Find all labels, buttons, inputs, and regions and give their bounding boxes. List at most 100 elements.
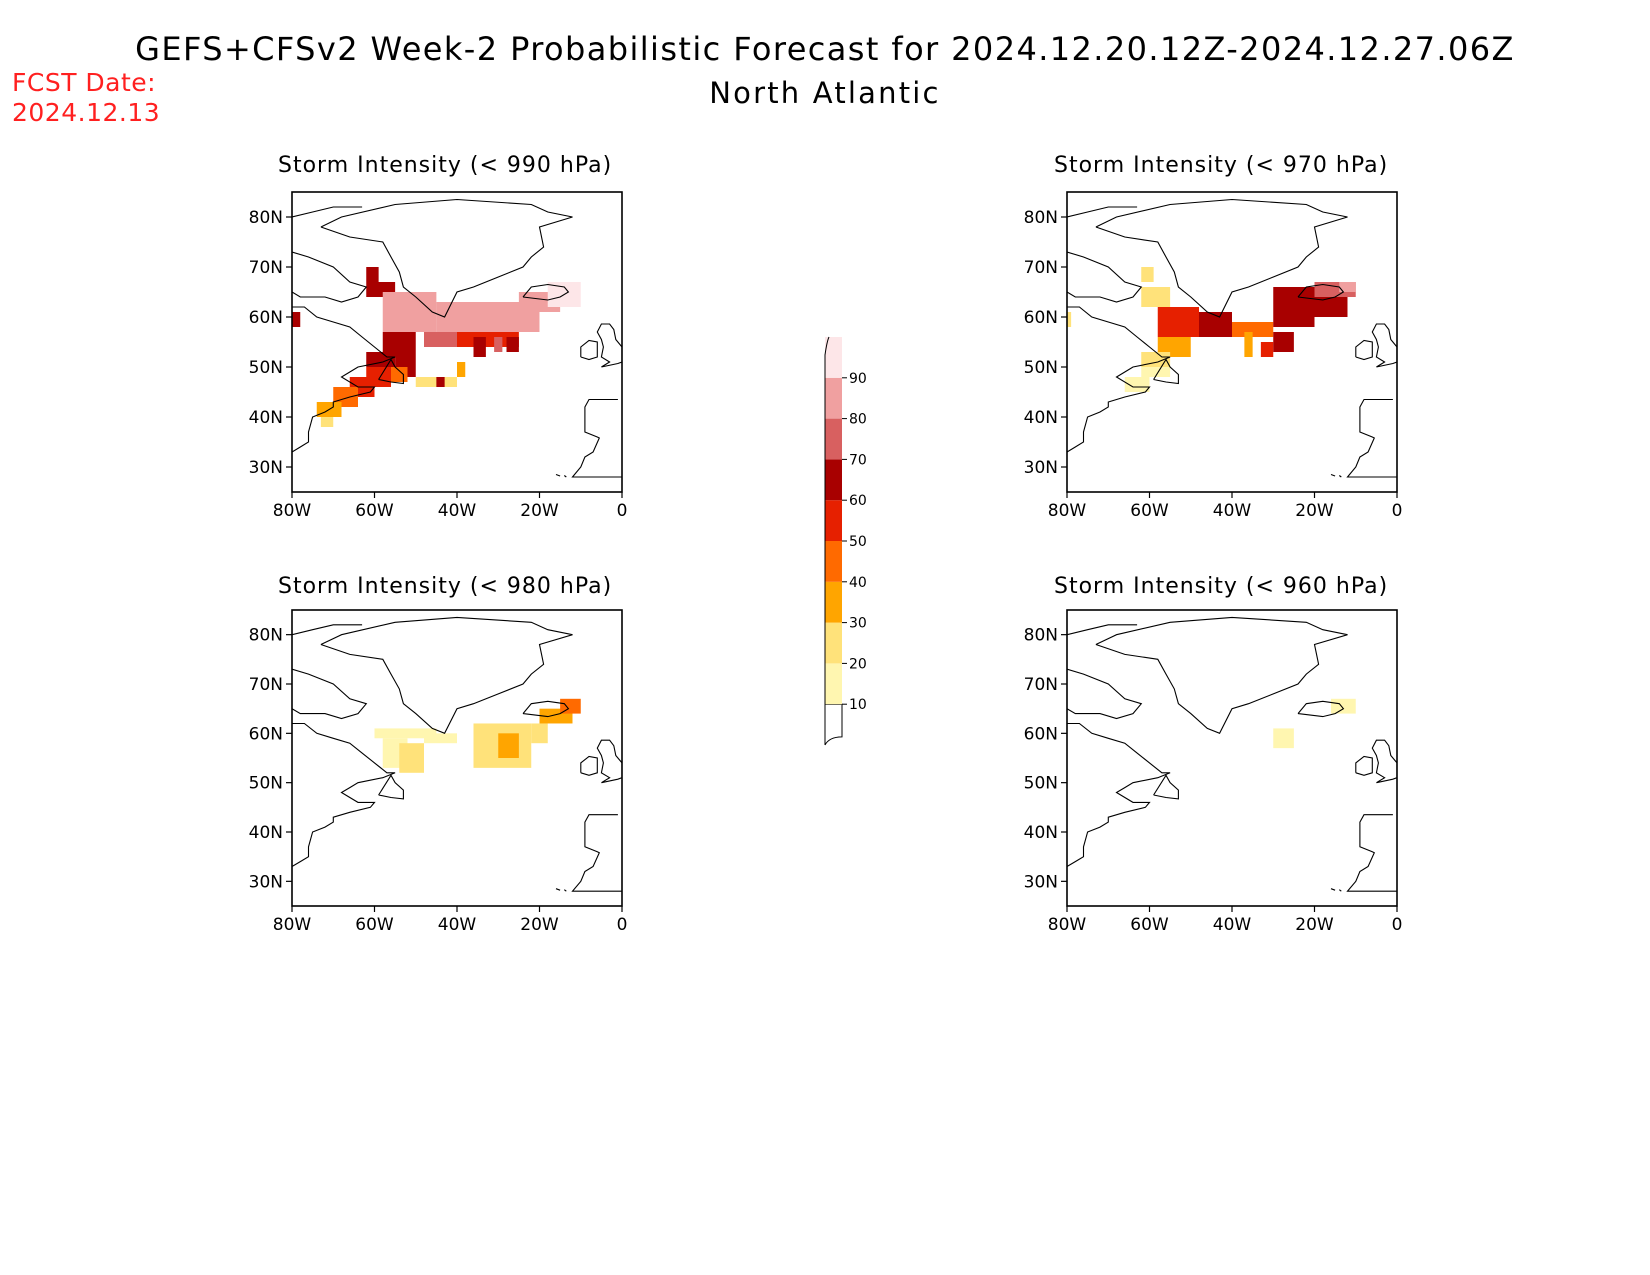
probability-cell xyxy=(473,337,486,357)
probability-cell xyxy=(531,723,548,744)
lat-tick-label: 60N xyxy=(249,724,283,744)
probability-field xyxy=(1067,267,1356,392)
panel-title-960: Storm Intensity (< 960 hPa) xyxy=(1054,574,1389,599)
probability-cell xyxy=(457,362,466,377)
map-panel-3: 80N 70N 60N 50N 40N 30N 80W 60W 40W 20W 0 xyxy=(249,609,627,935)
probability-cell xyxy=(1124,377,1150,392)
probability-cell xyxy=(1141,367,1171,377)
colorbar-swatch xyxy=(825,581,842,623)
probability-cell xyxy=(424,332,457,347)
coastline xyxy=(571,814,622,892)
coastline xyxy=(292,668,368,720)
colorbar-tick-label: 10 xyxy=(849,697,867,713)
lat-tick-label: 80N xyxy=(1024,208,1058,228)
lon-tick-label: 0 xyxy=(1392,915,1403,935)
coastline xyxy=(1067,668,1143,720)
coastline xyxy=(292,306,396,453)
probability-field xyxy=(292,267,581,427)
probability-cell xyxy=(1141,352,1171,367)
lon-tick-label: 20W xyxy=(520,501,559,521)
probability-cell xyxy=(424,733,457,744)
coastline xyxy=(320,616,573,734)
probability-cell xyxy=(1067,312,1072,327)
lat-tick-label: 50N xyxy=(249,774,283,794)
lon-tick-label: 80W xyxy=(1048,501,1087,521)
colorbar-tick-label: 40 xyxy=(849,575,867,591)
map-panel-2: 80N 70N 60N 50N 40N 30N 80W 60W 40W 20W 0 xyxy=(1024,191,1403,521)
coastline xyxy=(563,475,567,478)
probability-cell xyxy=(1141,287,1171,307)
colorbar-swatch xyxy=(825,377,842,419)
probability-cell xyxy=(457,332,519,347)
coastline xyxy=(1067,306,1171,453)
lat-tick-label: 30N xyxy=(1024,458,1058,478)
coastline xyxy=(596,323,622,368)
lat-tick-label: 40N xyxy=(249,408,283,428)
probability-cell xyxy=(498,733,519,758)
coastlines xyxy=(1067,616,1397,892)
colorbar-tick-label: 90 xyxy=(849,371,867,387)
colorbar-swatch xyxy=(825,418,842,460)
forecast-date-value: 2024.12.13 xyxy=(12,98,161,127)
lon-tick-label: 40W xyxy=(438,501,477,521)
probability-cell xyxy=(1273,332,1294,352)
lon-tick-label: 0 xyxy=(1392,501,1403,521)
coastline xyxy=(1330,888,1336,891)
lon-tick-label: 60W xyxy=(355,915,394,935)
probability-cell xyxy=(366,352,396,367)
coastline xyxy=(1330,473,1336,477)
panel-title-980: Storm Intensity (< 980 hPa) xyxy=(278,574,613,599)
lat-tick-label: 80N xyxy=(249,208,283,228)
coastline xyxy=(580,339,598,361)
probability-field xyxy=(1273,698,1356,749)
panel-title-990: Storm Intensity (< 990 hPa) xyxy=(278,153,613,178)
coastline xyxy=(1371,739,1397,784)
probability-cell xyxy=(1157,307,1199,337)
coastline xyxy=(1355,339,1373,361)
coastline xyxy=(580,755,598,776)
coastline xyxy=(555,888,561,891)
lon-tick-label: 80W xyxy=(273,501,312,521)
coastline xyxy=(571,398,622,478)
probability-cell xyxy=(399,743,424,773)
probability-cell xyxy=(560,698,581,714)
coastline xyxy=(1297,283,1345,301)
coastline xyxy=(1338,889,1342,892)
coastline xyxy=(522,283,570,301)
colorbar-tick-label: 80 xyxy=(849,412,867,428)
lat-tick-label: 40N xyxy=(1024,408,1058,428)
probability-cell xyxy=(1273,287,1315,327)
probability-cell xyxy=(1339,282,1356,292)
coastline xyxy=(1067,206,1138,218)
probability-cell xyxy=(1244,332,1253,357)
lat-tick-label: 50N xyxy=(249,358,283,378)
lon-tick-label: 60W xyxy=(1130,501,1169,521)
coastline xyxy=(292,624,363,636)
lon-tick-label: 80W xyxy=(1048,915,1087,935)
lon-tick-label: 40W xyxy=(438,915,477,935)
lat-tick-label: 70N xyxy=(1024,675,1058,695)
coastline xyxy=(1067,251,1143,303)
lat-tick-label: 80N xyxy=(249,626,283,646)
colorbar-lower-cap xyxy=(824,703,843,746)
coastlines xyxy=(292,616,622,892)
lat-tick-label: 80N xyxy=(1024,626,1058,646)
lat-tick-label: 50N xyxy=(1024,774,1058,794)
probability-cell xyxy=(494,337,503,352)
coastline xyxy=(292,206,363,218)
lon-tick-label: 0 xyxy=(617,501,628,521)
colorbar-tick-label: 70 xyxy=(849,452,867,468)
coastline xyxy=(292,722,396,867)
probability-cell xyxy=(292,312,301,327)
coastline xyxy=(1355,755,1373,776)
coastline xyxy=(1095,616,1348,734)
map-panel-1: 80N 70N 60N 50N 40N 30N 80W 60W 40W 20W 0 xyxy=(249,191,628,521)
map-background xyxy=(1067,192,1397,492)
coastline xyxy=(563,889,567,892)
colorbar-tick-label: 20 xyxy=(849,656,867,672)
main-title: GEFS+CFSv2 Week-2 Probabilistic Forecast… xyxy=(135,30,1515,68)
coastline xyxy=(596,739,622,784)
map-panels: 80N 70N 60N 50N 40N 30N 80W 60W 40W 20W 0 80N 70N 60N… xyxy=(249,191,1403,935)
lon-tick-label: 40W xyxy=(1213,915,1252,935)
